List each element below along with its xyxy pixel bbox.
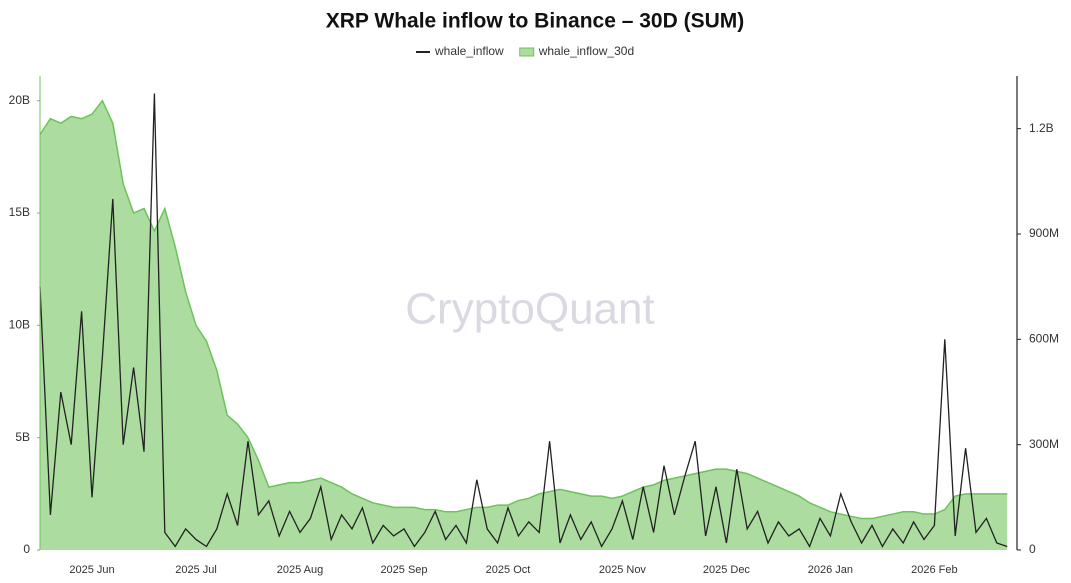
line xyxy=(39,93,1008,548)
legend-label: whale_inflow_30d xyxy=(538,44,634,58)
x-tick-label: 2025 Jul xyxy=(175,564,217,576)
y-tick-label: 0 xyxy=(23,542,30,556)
y2-tick-label: 900M xyxy=(1029,226,1059,240)
y2-tick-label: 300M xyxy=(1029,437,1059,451)
watermark: CryptoQuant xyxy=(405,285,654,334)
x-tick-label: 2025 Jun xyxy=(69,564,114,576)
legend-label: whale_inflow xyxy=(434,44,504,58)
x-tick-label: 2025 Sep xyxy=(380,564,427,576)
x-tick-label: 2025 Oct xyxy=(486,564,531,576)
x-tick-label: 2026 Jan xyxy=(808,564,853,576)
y-tick-label: 10B xyxy=(9,318,30,332)
y2-tick-label: 0 xyxy=(1029,542,1036,556)
x-tick-label: 2025 Nov xyxy=(599,564,647,576)
x-tick-label: 2025 Dec xyxy=(703,564,751,576)
area-fill xyxy=(40,100,1008,550)
legend-swatch xyxy=(519,47,535,57)
y2-tick-label: 600M xyxy=(1029,332,1059,346)
y2-tick-label: 1.2B xyxy=(1029,121,1054,135)
x-tick-label: 2026 Feb xyxy=(911,564,957,576)
y-tick-label: 15B xyxy=(9,205,30,219)
chart-title: XRP Whale inflow to Binance – 30D (SUM) xyxy=(326,10,745,33)
y-tick-label: 5B xyxy=(15,430,30,444)
area-line xyxy=(39,99,1008,520)
y-tick-label: 20B xyxy=(9,93,30,107)
x-tick-label: 2025 Aug xyxy=(277,564,324,576)
